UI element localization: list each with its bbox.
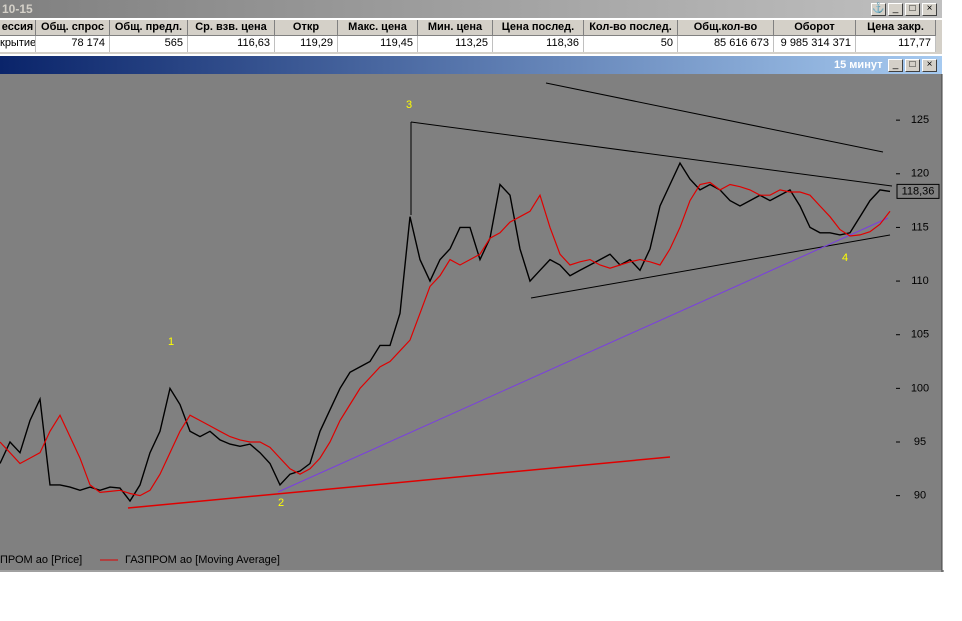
- column-header: Мин. цена: [418, 20, 493, 36]
- y-tick-label: 100: [911, 382, 929, 394]
- plot: 1 2 3 4 90 95 100 105 110 115 120 125 118,36: [0, 82, 940, 509]
- y-tick-label: 105: [911, 329, 929, 341]
- chart-window-title: 15 минут: [834, 59, 883, 71]
- column-header: ессия: [0, 20, 36, 36]
- annotation: 4: [842, 252, 848, 264]
- cell: 113,25: [418, 36, 493, 52]
- chart: 1 2 3 4 90 95 100 105 110 115 120 125 118,36 ПРО…: [0, 74, 944, 572]
- annotation: 2: [278, 497, 284, 509]
- column-header: Общ. спрос: [36, 20, 110, 36]
- cell: 116,63: [188, 36, 275, 52]
- cell: 119,45: [338, 36, 418, 52]
- trend-line: [530, 234, 891, 299]
- trend-line: [410, 121, 893, 187]
- cell: 9 985 314 371: [774, 36, 856, 52]
- y-tick-label: 90: [914, 490, 926, 502]
- cell: 117,77: [856, 36, 936, 52]
- maximize-button[interactable]: □: [905, 3, 920, 16]
- legend-label: ПРОМ ао [Price]: [0, 554, 82, 566]
- chart-background: [0, 74, 942, 570]
- y-tick-label: 115: [911, 221, 929, 233]
- trend-line: [127, 456, 671, 509]
- column-header: Цена послед.: [493, 20, 584, 36]
- trend-line: [277, 217, 889, 493]
- column-header: Ср. взв. цена: [188, 20, 275, 36]
- maximize-button[interactable]: □: [905, 59, 920, 72]
- trend-line: [545, 82, 884, 153]
- annotation: 1: [168, 336, 174, 348]
- chart-title-bar: 15 минут _ □ ×: [0, 56, 942, 74]
- column-header: Макс. цена: [338, 20, 418, 36]
- y-tick-label: 95: [914, 436, 926, 448]
- column-header: Общ.кол-во: [678, 20, 774, 36]
- cell: 85 616 673: [678, 36, 774, 52]
- column-header: Цена закр.: [856, 20, 936, 36]
- column-header: Оборот: [774, 20, 856, 36]
- cell: 78 174: [36, 36, 110, 52]
- last-price-label: 118,36: [902, 185, 935, 197]
- close-button[interactable]: ×: [922, 3, 937, 16]
- window-title-bar: 10-15 ⚓ _ □ ×: [0, 0, 942, 18]
- legend-label: ГАЗПРОМ ао [Moving Average]: [125, 554, 280, 566]
- series-line: [0, 181, 891, 497]
- close-button[interactable]: ×: [922, 59, 937, 72]
- cell: крытие: [0, 36, 36, 52]
- column-header: Откр: [275, 20, 338, 36]
- column-header: Общ. предл.: [110, 20, 188, 36]
- series-line: [0, 161, 891, 503]
- quote-table: ессия крытие Общ. спрос 78 174 Общ. предл. 56…: [0, 20, 942, 54]
- y-tick-label: 125: [911, 114, 929, 126]
- annotation: 3: [406, 99, 412, 111]
- minimize-button[interactable]: _: [888, 59, 903, 72]
- y-tick-label: 110: [911, 275, 929, 287]
- cell: 50: [584, 36, 678, 52]
- cell: 119,29: [275, 36, 338, 52]
- minimize-button[interactable]: _: [888, 3, 903, 16]
- cell: 565: [110, 36, 188, 52]
- y-tick-label: 120: [911, 168, 929, 180]
- column-header: Кол-во послед.: [584, 20, 678, 36]
- last-price-box: [896, 183, 940, 199]
- pin-button[interactable]: ⚓: [871, 3, 886, 16]
- window-title: 10-15: [2, 2, 33, 16]
- cell: 118,36: [493, 36, 584, 52]
